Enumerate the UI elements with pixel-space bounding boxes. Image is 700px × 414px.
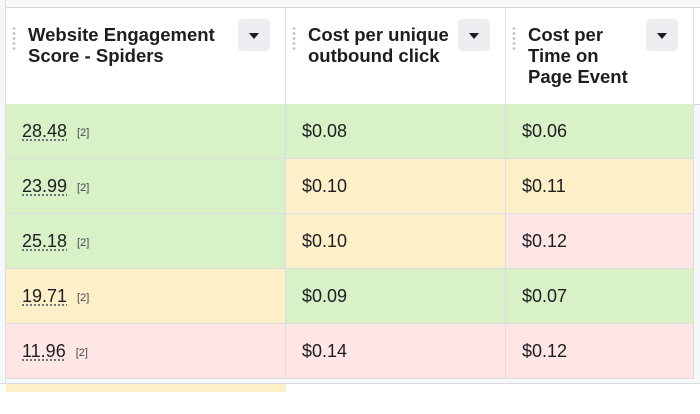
engagement-score-cell: 23.99 [2] — [6, 159, 286, 214]
column-menu-button[interactable] — [458, 19, 490, 51]
engagement-score-link[interactable]: 11.96 — [22, 341, 66, 361]
engagement-score-link[interactable]: 28.48 — [22, 121, 68, 141]
cell-value: $0.08 — [302, 121, 348, 141]
column-menu-button[interactable] — [238, 19, 270, 51]
table-header-row: Website Engagement Score - Spiders Cost … — [0, 7, 700, 105]
cost-per-time-on-page-cell: $0.12 — [506, 214, 694, 269]
column-menu-button[interactable] — [646, 19, 678, 51]
partial-row-cell — [286, 384, 506, 392]
cost-per-outbound-click-cell: $0.08 — [286, 104, 506, 159]
engagement-score-link[interactable]: 23.99 — [22, 176, 68, 196]
column-title-line: Cost per unique — [308, 24, 449, 45]
drag-handle-icon[interactable] — [292, 26, 296, 52]
engagement-score-cell: 11.96 [2] — [6, 324, 286, 379]
engagement-score-link[interactable]: 19.71 — [22, 286, 68, 306]
column-title-line: Website Engagement — [28, 24, 215, 45]
cost-per-time-on-page-cell: $0.06 — [506, 104, 694, 159]
table-row: 19.71 [2] $0.09 $0.07 — [0, 269, 700, 324]
sample-size-badge: [2] — [77, 127, 90, 139]
cell-value: $0.06 — [522, 121, 568, 141]
column-title: Website Engagement Score - Spiders — [28, 24, 223, 66]
cell-value: $0.10 — [302, 176, 348, 196]
cost-per-outbound-click-cell: $0.10 — [286, 159, 506, 214]
chevron-down-icon — [249, 33, 259, 39]
cell-value: $0.12 — [522, 231, 568, 251]
partial-row-cell — [6, 384, 286, 392]
cost-per-time-on-page-cell: $0.12 — [506, 324, 694, 379]
cell-value: 28.48 [2] — [22, 104, 89, 161]
column-title-line: Score - Spiders — [28, 45, 164, 66]
cost-per-outbound-click-cell: $0.09 — [286, 269, 506, 324]
cost-per-time-on-page-cell: $0.11 — [506, 159, 694, 214]
cell-value: $0.11 — [522, 176, 566, 196]
column-header-engagement-score[interactable]: Website Engagement Score - Spiders — [6, 8, 286, 104]
engagement-score-cell: 25.18 [2] — [6, 214, 286, 269]
chevron-down-icon — [469, 33, 479, 39]
cell-value: $0.09 — [302, 286, 348, 306]
table-row: 11.96 [2] $0.14 $0.12 — [0, 324, 700, 379]
cell-value: $0.14 — [302, 341, 348, 361]
column-title-line: Time on — [528, 45, 599, 66]
cell-value: 23.99 [2] — [22, 159, 89, 216]
cost-per-outbound-click-cell: $0.10 — [286, 214, 506, 269]
column-title-line: outbound click — [308, 45, 440, 66]
column-title: Cost per unique outbound click — [308, 24, 461, 66]
engagement-score-cell: 19.71 [2] — [6, 269, 286, 324]
cost-per-time-on-page-cell: $0.07 — [506, 269, 694, 324]
column-title-line: Page Event — [528, 66, 628, 87]
sample-size-badge: [2] — [77, 237, 90, 249]
cell-value: 25.18 [2] — [22, 214, 89, 271]
cell-value: $0.07 — [522, 286, 568, 306]
row-gutter — [0, 0, 6, 413]
column-title-line: Cost per — [528, 24, 604, 45]
table-footer-edge — [0, 383, 700, 414]
sample-size-badge: [2] — [77, 182, 90, 194]
cost-per-outbound-click-cell: $0.14 — [286, 324, 506, 379]
column-header-cost-per-outbound-click[interactable]: Cost per unique outbound click — [286, 8, 506, 104]
cell-value: $0.10 — [302, 231, 348, 251]
table-row: 25.18 [2] $0.10 $0.12 — [0, 214, 700, 269]
table-row: 28.48 [2] $0.08 $0.06 — [0, 104, 700, 159]
engagement-score-cell: 28.48 [2] — [6, 104, 286, 159]
sample-size-badge: [2] — [75, 347, 88, 359]
partial-row-cell — [506, 384, 694, 392]
engagement-score-link[interactable]: 25.18 — [22, 231, 68, 251]
drag-handle-icon[interactable] — [512, 26, 516, 52]
cell-value: 11.96 [2] — [22, 324, 88, 381]
column-header-cost-per-time-on-page[interactable]: Cost per Time on Page Event — [506, 8, 694, 104]
sample-size-badge: [2] — [77, 292, 90, 304]
table-row: 23.99 [2] $0.10 $0.11 — [0, 159, 700, 214]
column-title: Cost per Time on Page Event — [528, 24, 631, 87]
cell-value: 19.71 [2] — [22, 269, 89, 326]
drag-handle-icon[interactable] — [12, 26, 16, 52]
chevron-down-icon — [657, 33, 667, 39]
cell-value: $0.12 — [522, 341, 568, 361]
